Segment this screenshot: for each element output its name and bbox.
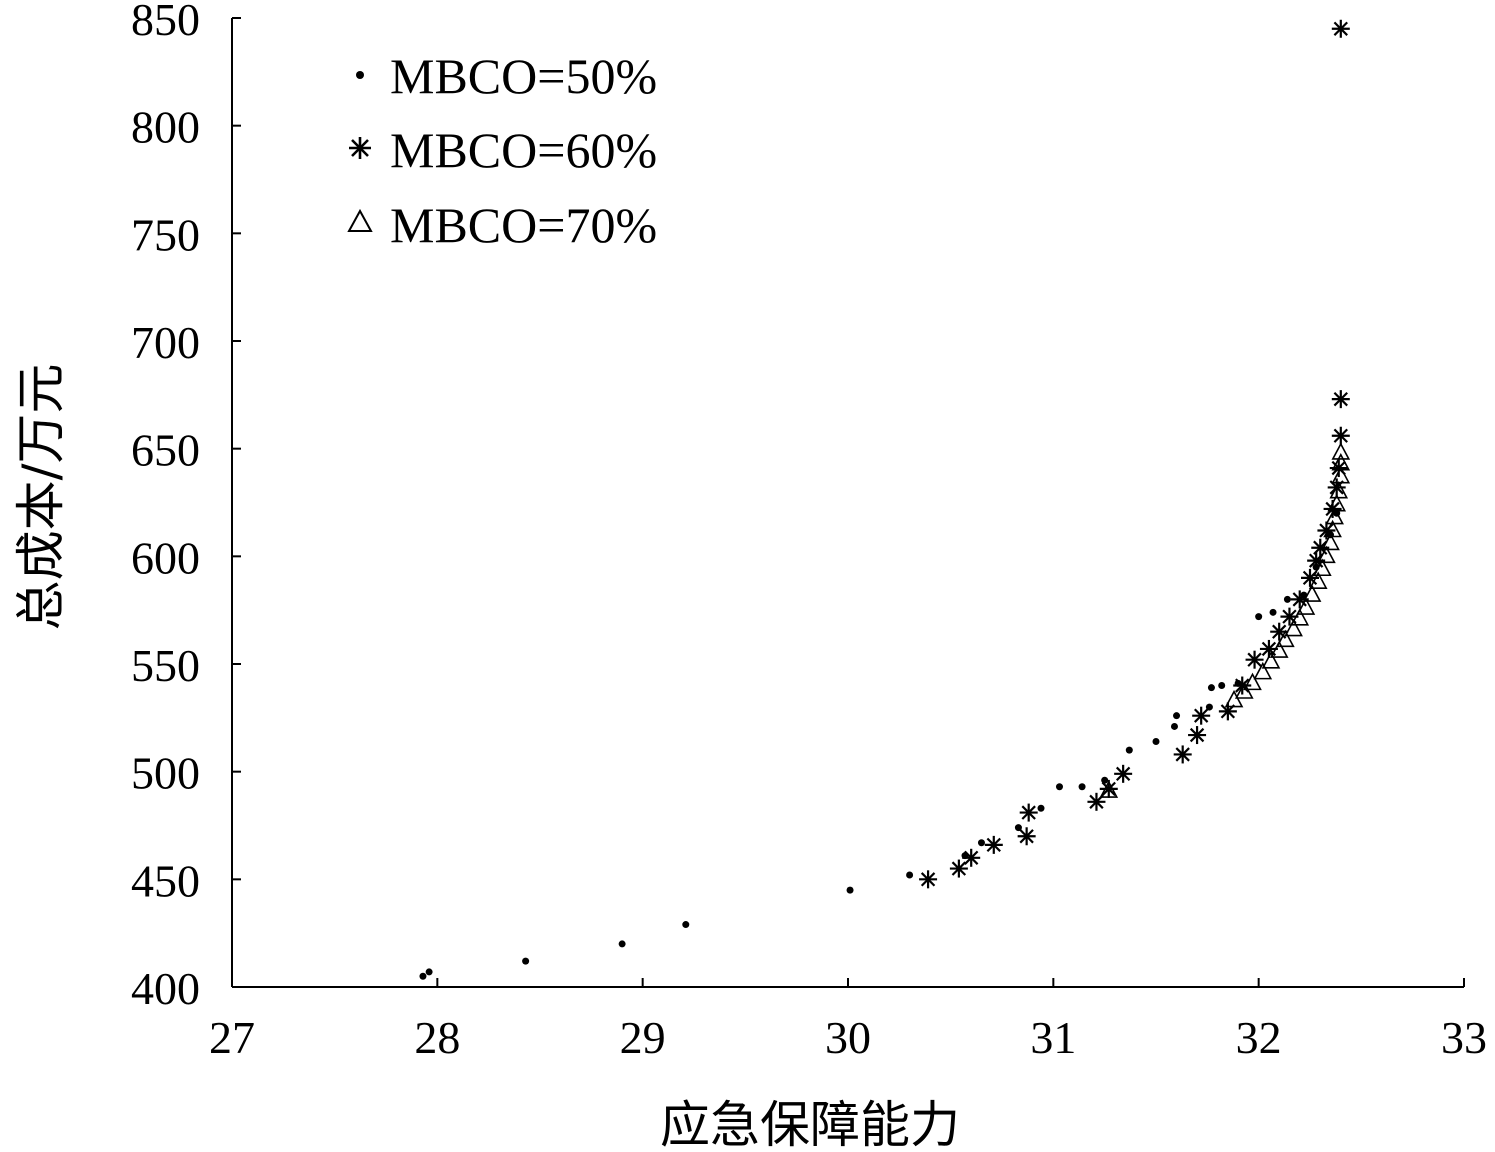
legend-item-mbco-50: MBCO=50% [356, 48, 657, 104]
data-point-triangle [1099, 780, 1119, 798]
data-point-dot [1037, 804, 1045, 812]
data-point-dot [618, 940, 626, 948]
legend: MBCO=50% MBCO=60% MBCO=70% [347, 48, 657, 253]
y-tick-label: 700 [131, 317, 200, 368]
x-tick-label: 30 [825, 1012, 871, 1063]
data-point-dot [1078, 783, 1086, 791]
data-point-dot [906, 871, 914, 879]
data-point-triangle [1224, 689, 1244, 708]
data-point-dot [419, 972, 427, 980]
data-point-asterisk [919, 870, 938, 889]
data-point-dot [1205, 703, 1213, 711]
x-tick-label: 32 [1236, 1012, 1282, 1063]
data-point-asterisk [949, 859, 968, 878]
data-point-dot [1218, 682, 1226, 690]
y-axis-title: 总成本/万元 [12, 364, 70, 631]
ticks: 27 28 29 30 31 32 33 400 450 500 550 600 650 700 750 80… [131, 0, 1487, 1063]
data-point-asterisk [1019, 803, 1038, 822]
data-point-dot [1125, 746, 1133, 754]
data-point-triangle [1269, 640, 1289, 658]
data-point-triangle [1261, 651, 1281, 669]
x-tick-label: 29 [620, 1012, 666, 1063]
data-point-triangle [1296, 597, 1316, 615]
y-tick-label: 750 [131, 209, 200, 260]
legend-marker-asterisk [349, 137, 371, 159]
data-point-triangle [1253, 661, 1273, 680]
data-point-asterisk [1188, 726, 1207, 745]
data-point-dot [1255, 613, 1263, 621]
data-point-dot [522, 957, 530, 965]
data-point-asterisk [1245, 650, 1264, 669]
legend-marker-dot [356, 71, 364, 79]
data-point-triangle [1321, 532, 1340, 551]
y-tick-label: 650 [131, 425, 200, 476]
x-tick-label: 27 [209, 1012, 255, 1063]
data-point-dot [1269, 608, 1277, 616]
y-tick-label: 400 [131, 963, 200, 1014]
data-point-triangle [1234, 681, 1254, 699]
data-point-dot [1055, 783, 1063, 791]
data-point-dot [1152, 738, 1160, 746]
legend-label: MBCO=60% [390, 122, 657, 178]
y-tick-label: 550 [131, 640, 200, 691]
data-point-asterisk [1218, 702, 1237, 721]
y-tick-label: 600 [131, 532, 200, 583]
data-point-dot [1283, 595, 1291, 603]
x-tick-label: 33 [1441, 1012, 1487, 1063]
data-point-asterisk [1331, 19, 1350, 38]
data-point-asterisk [1331, 426, 1350, 445]
data-point-triangle [1284, 618, 1303, 637]
data-point-asterisk [984, 835, 1003, 854]
legend-item-mbco-70: MBCO=70% [347, 197, 657, 253]
data-point-asterisk [1192, 706, 1211, 725]
data-point-dot [425, 968, 433, 976]
y-tick-label: 500 [131, 748, 200, 799]
data-point-asterisk [1099, 779, 1118, 798]
y-tick-label: 850 [131, 0, 200, 45]
data-point-dot [1170, 722, 1178, 730]
legend-marker-triangle [347, 208, 373, 232]
legend-item-mbco-60: MBCO=60% [349, 122, 657, 178]
data-point-triangle [1331, 465, 1351, 484]
data-point-triangle [1302, 584, 1322, 602]
y-tick-label: 450 [131, 855, 200, 906]
data-point-triangle [1290, 608, 1310, 626]
data-point-dot [846, 886, 854, 894]
data-point-triangle [1276, 629, 1295, 648]
data-point-dot [682, 921, 690, 929]
data-point-asterisk [1331, 390, 1350, 409]
data-point-triangle [1312, 558, 1332, 577]
data-point-triangle [1331, 442, 1351, 460]
data-point-triangle [1327, 493, 1347, 512]
x-tick-label: 28 [414, 1012, 460, 1063]
data-point-triangle [1317, 545, 1336, 564]
data-point-triangle [1325, 506, 1344, 525]
y-tick-label: 800 [131, 102, 200, 153]
legend-label: MBCO=70% [390, 197, 657, 253]
data-point-triangle [1329, 481, 1349, 499]
data-point-asterisk [1173, 745, 1192, 764]
data-point-asterisk [962, 848, 981, 867]
data-point-dot [977, 839, 985, 847]
x-axis-title: 应急保障能力 [660, 1096, 960, 1152]
data-point-dot [1173, 712, 1181, 720]
data-points [419, 19, 1351, 980]
data-point-triangle [1308, 571, 1328, 589]
data-point-asterisk [1017, 827, 1036, 846]
data-point-triangle [1243, 672, 1262, 691]
data-point-triangle [1323, 519, 1342, 538]
legend-label: MBCO=50% [390, 48, 657, 104]
data-point-asterisk [1114, 764, 1133, 783]
data-point-triangle [1331, 453, 1351, 471]
data-point-dot [1207, 684, 1215, 692]
data-point-dot [1014, 824, 1022, 832]
x-tick-label: 31 [1030, 1012, 1076, 1063]
